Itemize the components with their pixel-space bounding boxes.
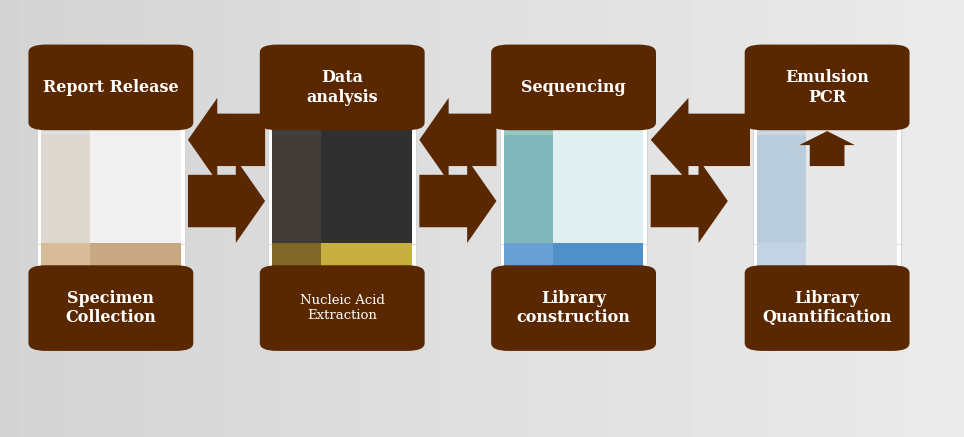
FancyBboxPatch shape <box>491 265 656 351</box>
FancyBboxPatch shape <box>29 45 193 130</box>
FancyBboxPatch shape <box>29 265 193 351</box>
FancyBboxPatch shape <box>758 76 806 243</box>
Polygon shape <box>188 159 265 243</box>
FancyBboxPatch shape <box>259 45 424 130</box>
FancyBboxPatch shape <box>744 265 910 351</box>
FancyBboxPatch shape <box>744 45 910 130</box>
Polygon shape <box>651 98 750 182</box>
FancyBboxPatch shape <box>272 76 413 243</box>
Text: Library
Quantification: Library Quantification <box>763 290 892 326</box>
Text: Data
analysis: Data analysis <box>307 69 378 106</box>
Polygon shape <box>419 159 496 243</box>
FancyBboxPatch shape <box>754 134 900 303</box>
FancyBboxPatch shape <box>503 76 552 243</box>
Text: Sequencing: Sequencing <box>522 79 626 96</box>
Polygon shape <box>651 159 728 243</box>
Polygon shape <box>188 98 265 182</box>
FancyBboxPatch shape <box>758 135 897 302</box>
Polygon shape <box>419 98 496 182</box>
FancyBboxPatch shape <box>499 134 648 303</box>
FancyBboxPatch shape <box>754 75 900 244</box>
Text: Report Release: Report Release <box>43 79 178 96</box>
Text: Nucleic Acid
Extraction: Nucleic Acid Extraction <box>300 294 385 322</box>
FancyBboxPatch shape <box>272 76 321 243</box>
FancyBboxPatch shape <box>268 75 416 244</box>
Text: Emulsion
PCR: Emulsion PCR <box>785 69 870 106</box>
FancyBboxPatch shape <box>758 135 806 302</box>
FancyBboxPatch shape <box>491 45 656 130</box>
FancyBboxPatch shape <box>503 135 552 302</box>
FancyBboxPatch shape <box>41 76 181 243</box>
FancyBboxPatch shape <box>272 135 321 302</box>
FancyBboxPatch shape <box>41 135 181 302</box>
FancyBboxPatch shape <box>503 135 644 302</box>
FancyBboxPatch shape <box>758 76 897 243</box>
FancyBboxPatch shape <box>268 134 416 303</box>
FancyBboxPatch shape <box>272 135 413 302</box>
FancyBboxPatch shape <box>41 135 90 302</box>
FancyBboxPatch shape <box>499 75 648 244</box>
Text: Specimen
Collection: Specimen Collection <box>66 290 156 326</box>
Polygon shape <box>799 131 855 166</box>
FancyBboxPatch shape <box>38 75 185 244</box>
FancyBboxPatch shape <box>38 134 185 303</box>
Text: Library
construction: Library construction <box>517 290 630 326</box>
FancyBboxPatch shape <box>259 265 424 351</box>
FancyBboxPatch shape <box>503 76 644 243</box>
FancyBboxPatch shape <box>41 76 90 243</box>
